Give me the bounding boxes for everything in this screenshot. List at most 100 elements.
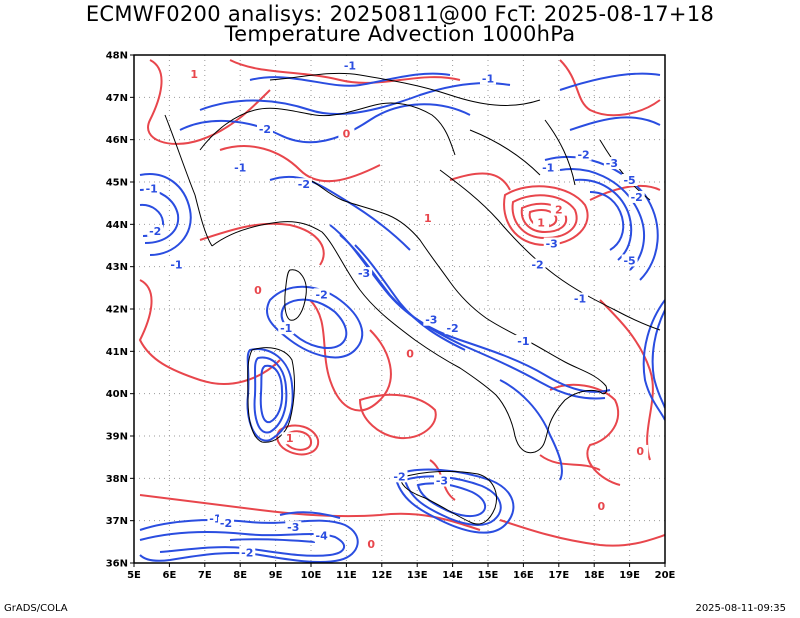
neg-contour-balkan-b [559,168,646,271]
contour-label: -1 [280,322,292,335]
axis-ticks: 5E 6E 7E 8E 9E 10E 11E 12E 13E 14E 15E 16E 17E 18E 19E… [106,51,676,582]
contour-label: -4 [316,530,329,543]
contour-label-bg [295,178,312,191]
neg-contour-alps-b [199,82,511,116]
contour-label-bg [423,313,440,326]
neg-contour-sardinia-a [246,348,294,442]
contour-label: -1 [574,293,586,306]
lon-tick-label: 8E [233,570,247,581]
contour-label: 0 [636,445,644,458]
lon-tick-label: 16E [513,570,534,581]
lon-tick-label: 9E [269,570,283,581]
contour-label-bg [621,254,638,267]
contour-label: -1 [542,161,554,174]
neg-contour-sardinia-b [253,356,288,434]
contour-label-bg [433,474,450,487]
contour-label: 1 [190,68,198,81]
contour-label: 0 [343,127,351,140]
contour-label-bg [232,161,249,174]
pos-contour-tyrrhenian-a [138,279,281,385]
contour-label-bg [515,334,532,347]
contour-label: -3 [606,157,618,170]
contour-label: -1 [517,335,529,348]
lat-tick-label: 40N [106,389,128,400]
contour-label-bg [621,174,638,186]
lat-tick-label: 45N [106,178,128,189]
contour-label-bg [313,288,330,301]
pos-contour-adriatic-a [503,185,589,247]
lat-tick-label: 39N [106,432,128,443]
contour-label-bg [540,161,557,174]
contour-label: -3 [436,475,448,488]
lat-tick-label: 46N [106,135,128,146]
contour-label: -1 [146,182,158,195]
contour-label: -2 [446,322,458,335]
lat-tick-label: 41N [106,347,128,358]
contour-label-bg [313,529,330,542]
neg-contour-sardinia-c [259,364,284,424]
coast-italy-peninsula [211,179,608,454]
pos-contour-southeast [499,519,665,547]
contour-label: -3 [546,238,558,251]
lon-tick-label: 5E [127,570,141,581]
pos-contour-adriatic-b [511,194,578,240]
lat-tick-label: 43N [106,262,128,273]
pos-contour-alps-north [229,59,461,84]
contour-label-bg [402,347,419,360]
neg-contour-alps-c [249,72,451,87]
lon-tick-label: 14E [442,570,463,581]
contour-label: 0 [597,500,605,513]
contour-label: 0 [406,348,414,361]
neg-contour-south-c [229,511,341,543]
contour-label: -5 [623,174,635,187]
contour-label: -1 [170,259,182,272]
lon-tick-label: 10E [301,570,322,581]
contour-label: -1 [344,60,356,73]
contour-label: 1 [424,212,432,225]
lat-tick-label: 37N [106,516,128,527]
positive-contours [138,59,665,547]
lon-tick-label: 6E [163,570,177,581]
contour-label-bg [285,521,302,534]
contour-label-bg [143,182,160,195]
pos-contour-adriatic-e [449,172,661,201]
neg-contour-south-a [139,519,359,563]
lon-tick-label: 12E [371,570,392,581]
contour-label-bg [533,216,550,229]
footer-software-label: GrADS/COLA [4,603,68,614]
contour-label-bg [480,72,496,85]
neg-contour-po-a [269,175,411,251]
contour-label-bg [603,157,620,170]
lat-tick-label: 38N [106,474,128,485]
neg-contour-apennine-b [339,234,606,400]
coast-corsica [284,269,307,321]
contour-label: -3 [425,314,437,327]
border-france [164,114,213,247]
contour-label-bg [239,546,256,559]
pos-contour-ionian [549,383,621,486]
lat-tick-label: 48N [106,51,128,62]
contour-label-bg [147,224,164,237]
contour-label-bg [186,68,203,81]
contour-label: -5 [623,254,635,267]
contour-label: 0 [367,538,375,551]
pos-contour-tyrrhenian-c [358,393,437,440]
negative-contours [139,72,665,563]
contour-label-bg [338,127,355,140]
contour-label: -1 [234,161,246,174]
contour-label-bg [628,190,645,203]
lat-tick-label: 42N [106,305,128,316]
contour-label-bg [356,267,373,280]
neg-contour-south-b [139,531,345,557]
contour-label: -2 [220,517,232,530]
pos-contour-adriatic-d [528,208,558,229]
neg-contour-balkan-c [574,178,633,261]
pos-contour-adriatic-c [520,202,568,234]
title-line-2: Temperature Advection 1000hPa [224,22,576,46]
contour-label: -2 [241,547,253,560]
title-line-1: ECMWF0200 analisys: 20250811@00 FcT: 202… [85,2,715,26]
pos-contour-alps-west [147,59,271,145]
contour-label-bg [256,123,273,136]
pos-contour-north-east [559,59,661,117]
contour-label-bg [278,322,295,335]
